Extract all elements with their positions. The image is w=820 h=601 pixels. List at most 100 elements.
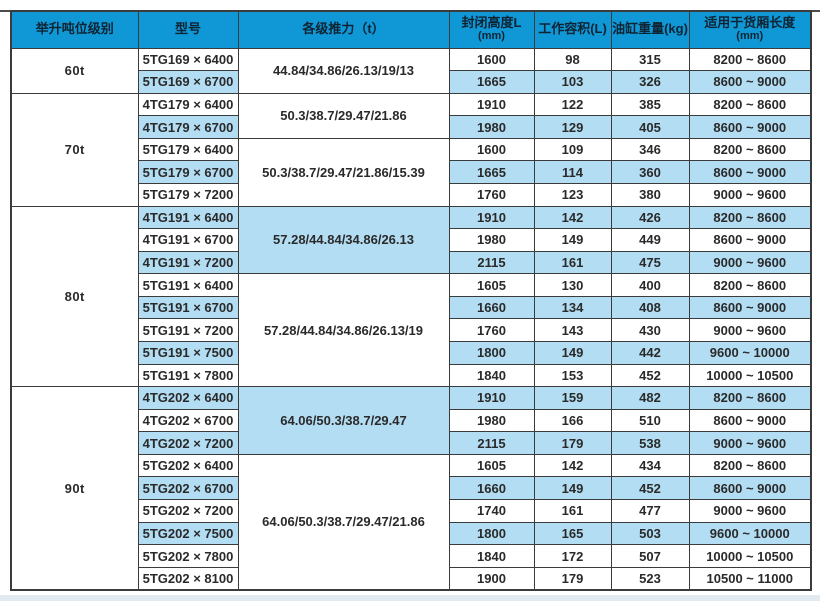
model-cell: 5TG179 × 7200 <box>137 182 239 207</box>
closed-height-cell: 2115 <box>448 431 535 455</box>
cargo-length-cell: 9000 ~ 9600 <box>688 499 812 523</box>
page-bottom-strip <box>0 595 820 601</box>
table-row: 5TG202 × 7800 1840 172 507 10000 ~ 10500 <box>11 544 812 568</box>
closed-height-cell: 1665 <box>448 160 535 184</box>
working-volume-cell: 114 <box>533 160 612 184</box>
working-volume-cell: 142 <box>533 205 612 230</box>
model-cell: 5TG179 × 6700 <box>137 160 239 184</box>
thrust-cell: 64.06/50.3/38.7/29.47 <box>237 386 450 455</box>
cargo-length-cell: 8600 ~ 9000 <box>688 408 812 433</box>
cylinder-weight-cell: 503 <box>610 521 690 546</box>
cylinder-weight-cell: 507 <box>610 544 690 568</box>
closed-height-cell: 1605 <box>448 453 535 478</box>
closed-height-cell: 1800 <box>448 341 535 365</box>
closed-height-cell: 1910 <box>448 386 535 410</box>
cargo-length-cell: 9600 ~ 10000 <box>688 341 812 365</box>
model-cell: 4TG202 × 6400 <box>137 386 239 410</box>
cylinder-weight-cell: 477 <box>610 499 690 523</box>
cylinder-weight-cell: 449 <box>610 228 690 252</box>
table-row: 5TG169 × 6700 1665 103 326 8600 ~ 9000 <box>11 70 812 94</box>
cargo-length-cell: 8200 ~ 8600 <box>688 47 812 72</box>
tonnage-cell: 60t <box>10 47 139 94</box>
table-row: 5TG202 × 8100 1900 179 523 10500 ~ 11000 <box>11 566 812 591</box>
table-row: 5TG202 × 7500 1800 165 503 9600 ~ 10000 <box>11 521 812 546</box>
header-working-volume: 工作容积(L) <box>533 10 612 49</box>
header-working-volume-label: 工作容积(L) <box>538 21 607 37</box>
closed-height-cell: 1600 <box>448 47 535 72</box>
thrust-cell: 44.84/34.86/26.13/19/13 <box>237 47 450 94</box>
closed-height-cell: 1660 <box>448 295 535 320</box>
cargo-length-cell: 8600 ~ 9000 <box>688 228 812 252</box>
model-cell: 5TG202 × 7500 <box>137 521 239 546</box>
header-model: 型号 <box>137 10 239 49</box>
header-cylinder-weight-label: 油缸重量(kg) <box>612 21 688 37</box>
tonnage-cell: 70t <box>10 92 139 207</box>
thrust-cell: 57.28/44.84/34.86/26.13/19 <box>237 273 450 388</box>
model-cell: 4TG179 × 6400 <box>137 92 239 117</box>
closed-height-cell: 1840 <box>448 363 535 388</box>
working-volume-cell: 179 <box>533 431 612 455</box>
closed-height-cell: 1665 <box>448 70 535 94</box>
cylinder-weight-cell: 426 <box>610 205 690 230</box>
model-cell: 4TG179 × 6700 <box>137 115 239 139</box>
cargo-length-cell: 8200 ~ 8600 <box>688 205 812 230</box>
cylinder-weight-cell: 434 <box>610 453 690 478</box>
working-volume-cell: 130 <box>533 273 612 297</box>
header-closed-height: 封闭高度L (mm) <box>448 10 535 49</box>
cargo-length-cell: 8600 ~ 9000 <box>688 70 812 94</box>
cylinder-weight-cell: 405 <box>610 115 690 139</box>
thrust-cell: 50.3/38.7/29.47/21.86 <box>237 92 450 139</box>
table-row: 4TG191 × 7200 2115 161 475 9000 ~ 9600 <box>11 250 812 275</box>
table-row: 90t 4TG202 × 6400 64.06/50.3/38.7/29.47 191… <box>10 386 812 591</box>
working-volume-cell: 179 <box>533 566 612 591</box>
closed-height-cell: 1840 <box>448 544 535 568</box>
tonnage-cell: 90t <box>10 386 139 591</box>
closed-height-cell: 1760 <box>448 318 535 343</box>
closed-height-cell: 1800 <box>448 521 535 546</box>
cargo-length-cell: 8200 ~ 8600 <box>688 273 812 297</box>
closed-height-cell: 1910 <box>448 205 535 230</box>
cylinder-weight-cell: 326 <box>610 70 690 94</box>
model-cell: 5TG202 × 8100 <box>137 566 239 591</box>
cargo-length-cell: 8200 ~ 8600 <box>688 386 812 410</box>
header-row: 举升吨位级别 型号 各级推力（t） 封闭高度L (mm) 工作容积(L) 油缸重量(kg) 适… <box>10 10 812 49</box>
cylinder-weight-cell: 452 <box>610 363 690 388</box>
table-header: 举升吨位级别 型号 各级推力（t） 封闭高度L (mm) 工作容积(L) 油缸重量(kg) 适… <box>10 10 812 49</box>
working-volume-cell: 159 <box>533 386 612 410</box>
model-cell: 4TG202 × 7200 <box>137 431 239 455</box>
model-cell: 5TG202 × 6400 <box>137 453 239 478</box>
model-cell: 5TG202 × 7200 <box>137 499 239 523</box>
table-row: 4TG202 × 7200 2115 179 538 9000 ~ 9600 <box>11 431 812 455</box>
header-cargo-length: 适用于货厢长度 (mm) <box>688 10 812 49</box>
cargo-length-cell: 8200 ~ 8600 <box>688 137 812 162</box>
table-body: 60t 5TG169 × 6400 44.84/34.86/26.13/19/13 1… <box>10 47 812 591</box>
cargo-length-cell: 9000 ~ 9600 <box>688 431 812 455</box>
cargo-length-cell: 8200 ~ 8600 <box>688 92 812 117</box>
cylinder-weight-cell: 475 <box>610 250 690 275</box>
working-volume-cell: 165 <box>533 521 612 546</box>
header-closed-height-label: 封闭高度L <box>461 15 522 31</box>
closed-height-cell: 1660 <box>448 476 535 501</box>
header-cylinder-weight: 油缸重量(kg) <box>610 10 690 49</box>
header-model-label: 型号 <box>174 21 201 37</box>
hoist-cylinder-spec-table: 举升吨位级别 型号 各级推力（t） 封闭高度L (mm) 工作容积(L) 油缸重量(kg) 适… <box>10 10 812 591</box>
table-row: 5TG202 × 6400 64.06/50.3/38.7/29.47/21.86… <box>11 453 812 591</box>
closed-height-cell: 1980 <box>448 408 535 433</box>
table-row: 4TG202 × 6700 1980 166 510 8600 ~ 9000 <box>11 408 812 433</box>
closed-height-cell: 1760 <box>448 182 535 207</box>
closed-height-cell: 1900 <box>448 566 535 591</box>
cargo-length-cell: 9600 ~ 10000 <box>688 521 812 546</box>
header-tonnage-class: 举升吨位级别 <box>10 10 139 49</box>
working-volume-cell: 161 <box>533 499 612 523</box>
table-row: 4TG179 × 6700 1980 129 405 8600 ~ 9000 <box>11 115 812 139</box>
model-cell: 5TG191 × 7500 <box>137 341 239 365</box>
working-volume-cell: 149 <box>533 476 612 501</box>
table-row: 5TG202 × 6700 1660 149 452 8600 ~ 9000 <box>11 476 812 501</box>
model-cell: 5TG191 × 6400 <box>137 273 239 297</box>
cylinder-weight-cell: 400 <box>610 273 690 297</box>
header-cargo-length-unit: (mm) <box>736 30 764 43</box>
table-row: 70t 4TG179 × 6400 50.3/38.7/29.47/21.86 191… <box>10 92 812 207</box>
model-cell: 5TG191 × 7800 <box>137 363 239 388</box>
table-row: 5TG191 × 7200 1760 143 430 9000 ~ 9600 <box>11 318 812 343</box>
